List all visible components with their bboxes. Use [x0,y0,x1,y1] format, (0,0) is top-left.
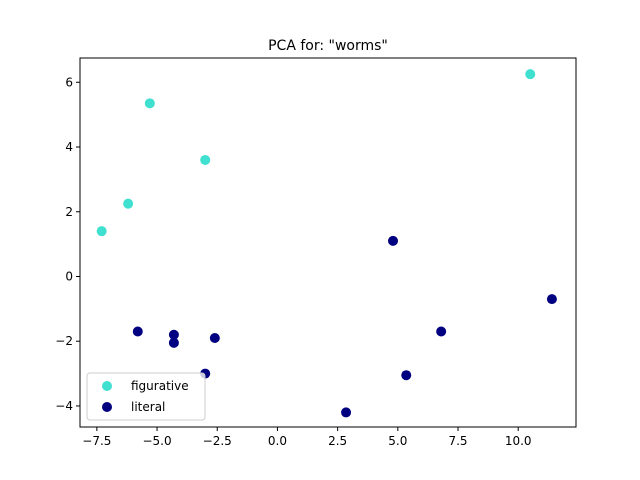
legend-marker-figurative [102,381,112,391]
y-tick-label: −4 [55,399,73,413]
point-literal-9 [546,294,557,305]
x-tick-label: 2.5 [328,434,347,448]
legend-label-literal: literal [131,400,165,414]
y-tick-label: −2 [55,334,73,348]
point-figurative-1 [123,198,134,209]
x-tick-label: −5.0 [142,434,171,448]
y-tick-label: 0 [65,269,73,283]
x-axis: −7.5 −5.0 −2.5 0.0 2.5 5.0 7.5 10.0 [82,427,532,448]
plot-frame [79,57,577,428]
y-tick-label: 6 [65,75,73,89]
point-literal-0 [132,326,143,337]
y-tick-label: 2 [65,205,73,219]
point-literal-3 [209,332,220,343]
x-tick-label: 5.0 [388,434,407,448]
point-figurative-3 [200,154,211,165]
legend-label-figurative: figurative [131,379,189,393]
y-tick-label: 4 [65,140,73,154]
point-literal-2 [168,337,179,348]
legend-marker-literal [102,402,112,412]
point-literal-6 [388,235,399,246]
x-tick-label: 10.0 [505,434,532,448]
x-tick-label: −2.5 [203,434,232,448]
x-tick-label: 0.0 [268,434,287,448]
x-tick-label: −7.5 [82,434,111,448]
x-tick-label: 7.5 [448,434,467,448]
point-literal-5 [341,407,352,418]
point-figurative-0 [96,226,107,237]
point-literal-7 [401,370,412,381]
legend-box [86,372,206,421]
point-literal-8 [436,326,447,337]
point-figurative-4 [525,69,536,80]
point-literal-1 [168,329,179,340]
chart-title: PCA for: "worms" [268,38,388,54]
y-axis: −4 −2 0 2 4 6 [55,75,80,413]
point-figurative-2 [144,98,155,109]
legend: figurative literal [86,372,206,421]
points-layer [96,69,557,418]
